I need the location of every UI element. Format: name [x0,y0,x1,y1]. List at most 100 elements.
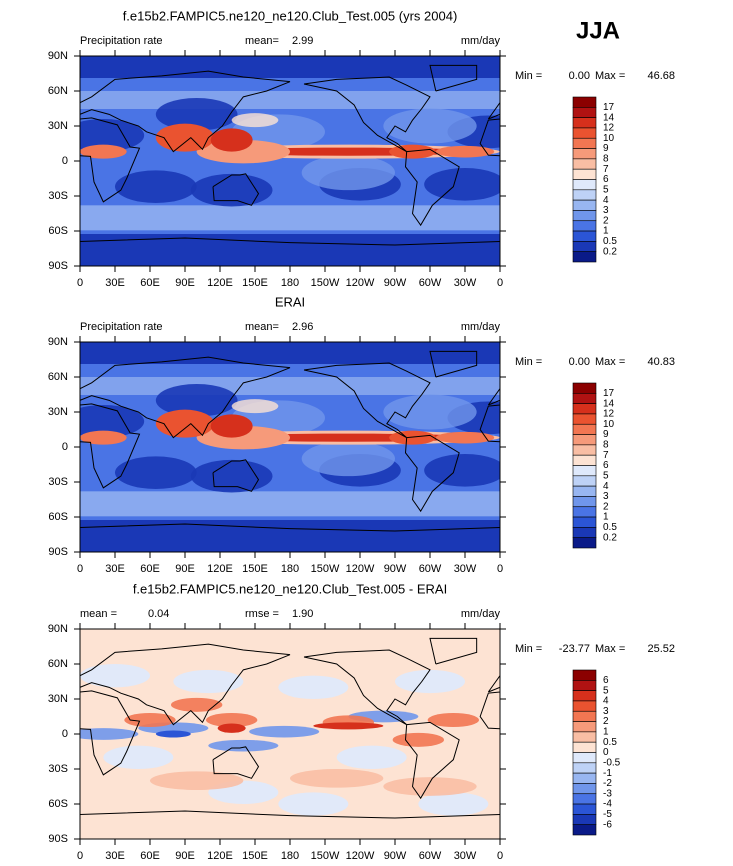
lon-tick-label: 180 [281,277,299,289]
coastline [633,747,679,779]
panel-title: f.e15b2.FAMPIC5.ne120_ne120.Club_Test.00… [123,8,458,23]
field-patch [171,697,223,712]
lat-tick-label: 90S [48,260,68,272]
coastline [80,810,291,817]
field-patch [418,792,489,816]
coastline [487,102,500,120]
lat-tick-label: 90N [48,623,68,635]
colorbar-label: 5 [603,685,609,696]
colorbar-label: 4 [603,696,609,707]
field-patch [424,454,500,487]
colorbar-label: 1 [603,512,609,523]
lon-tick-label: 180 [281,563,299,575]
lon-tick-label: 30E [105,277,125,289]
max-value: 40.83 [647,356,675,368]
colorbar-box [572,803,597,815]
field-patch [313,722,384,730]
coastline [80,117,141,203]
colorbar-box [572,824,597,836]
lat-tick-label: 90N [48,336,68,348]
colorbar-box [572,485,597,497]
colorbar-box [572,251,597,263]
colorbar-label: 9 [603,429,609,440]
colorbar-label: 6 [603,460,609,471]
colorbar-label: 12 [603,409,615,420]
colorbar-label: 14 [603,398,615,409]
left-label: mean = [80,608,117,620]
colorbar-box [572,220,597,232]
colorbar-box [572,117,597,129]
min-label: Min = [515,356,542,368]
colorbar-box [572,148,597,160]
min-value: 0.00 [569,70,590,82]
lon-tick-label: 180 [281,850,299,862]
left-label: Precipitation rate [80,35,163,47]
colorbar-box [572,199,597,211]
colorbar-label: 7 [603,450,609,461]
colorbar-box [572,516,597,528]
lon-tick-label: 120E [207,563,233,575]
colorbar-label: 6 [603,174,609,185]
center-label: mean= [245,321,279,333]
coastline [0,435,39,511]
max-label: Max = [595,70,625,82]
colorbar-label: 14 [603,112,615,123]
colorbar-box [572,168,597,180]
lon-tick-label: 120W [346,563,375,575]
left-label: Precipitation rate [80,321,163,333]
colorbar-label: 8 [603,154,609,165]
coastline [479,118,500,157]
field-patch [427,713,480,727]
colorbar-label: 1 [603,727,609,738]
colorbar-label: 7 [603,164,609,175]
coastline [289,240,500,246]
center-value: 2.99 [292,35,313,47]
field-patch [278,675,349,699]
colorbar-box [572,444,597,456]
colorbar-box [572,241,597,252]
colorbar-box [572,669,597,681]
field-patch [383,108,477,144]
coastline [0,722,39,798]
coastline [404,148,460,227]
coastline [80,643,291,726]
field-patch [383,777,477,796]
coastline [289,813,500,819]
coastline [633,174,679,206]
colorbar-box [572,382,597,394]
lat-tick-label: 30S [48,190,68,202]
colorbar-label: 3 [603,706,609,717]
field-patch [231,399,279,414]
unit-label: mm/day [461,608,501,620]
min-value: 0.00 [569,356,590,368]
colorbar-box [572,127,597,139]
lon-tick-label: 30W [454,563,477,575]
coastline [80,690,141,776]
unit-label: mm/day [461,321,501,333]
colorbar-box [572,137,597,149]
colorbar-box [572,721,597,733]
lon-tick-label: 30E [105,563,125,575]
colorbar-label: -4 [603,799,612,810]
field-patch [290,769,384,788]
lon-tick-label: 60W [419,277,442,289]
lat-tick-label: 60S [48,798,68,810]
colorbar-label: 2 [603,215,609,226]
colorbar-box [572,179,597,191]
min-label: Min = [515,643,542,655]
colorbar-label: 5 [603,184,609,195]
lon-tick-label: 150E [242,563,268,575]
field-patch [424,168,500,201]
field-patch [80,664,150,688]
field-patch [231,113,279,128]
colorbar-box [572,475,597,487]
lat-tick-label: 90S [48,833,68,845]
lon-tick-label: 120W [346,850,375,862]
min-value: -23.77 [559,643,590,655]
colorbar-box [572,107,597,118]
colorbar-label: 17 [603,102,615,113]
lon-tick-label: 150E [242,850,268,862]
lat-tick-label: 60N [48,85,68,97]
colorbar-box [572,454,597,466]
lat-tick-label: 30N [48,406,68,418]
